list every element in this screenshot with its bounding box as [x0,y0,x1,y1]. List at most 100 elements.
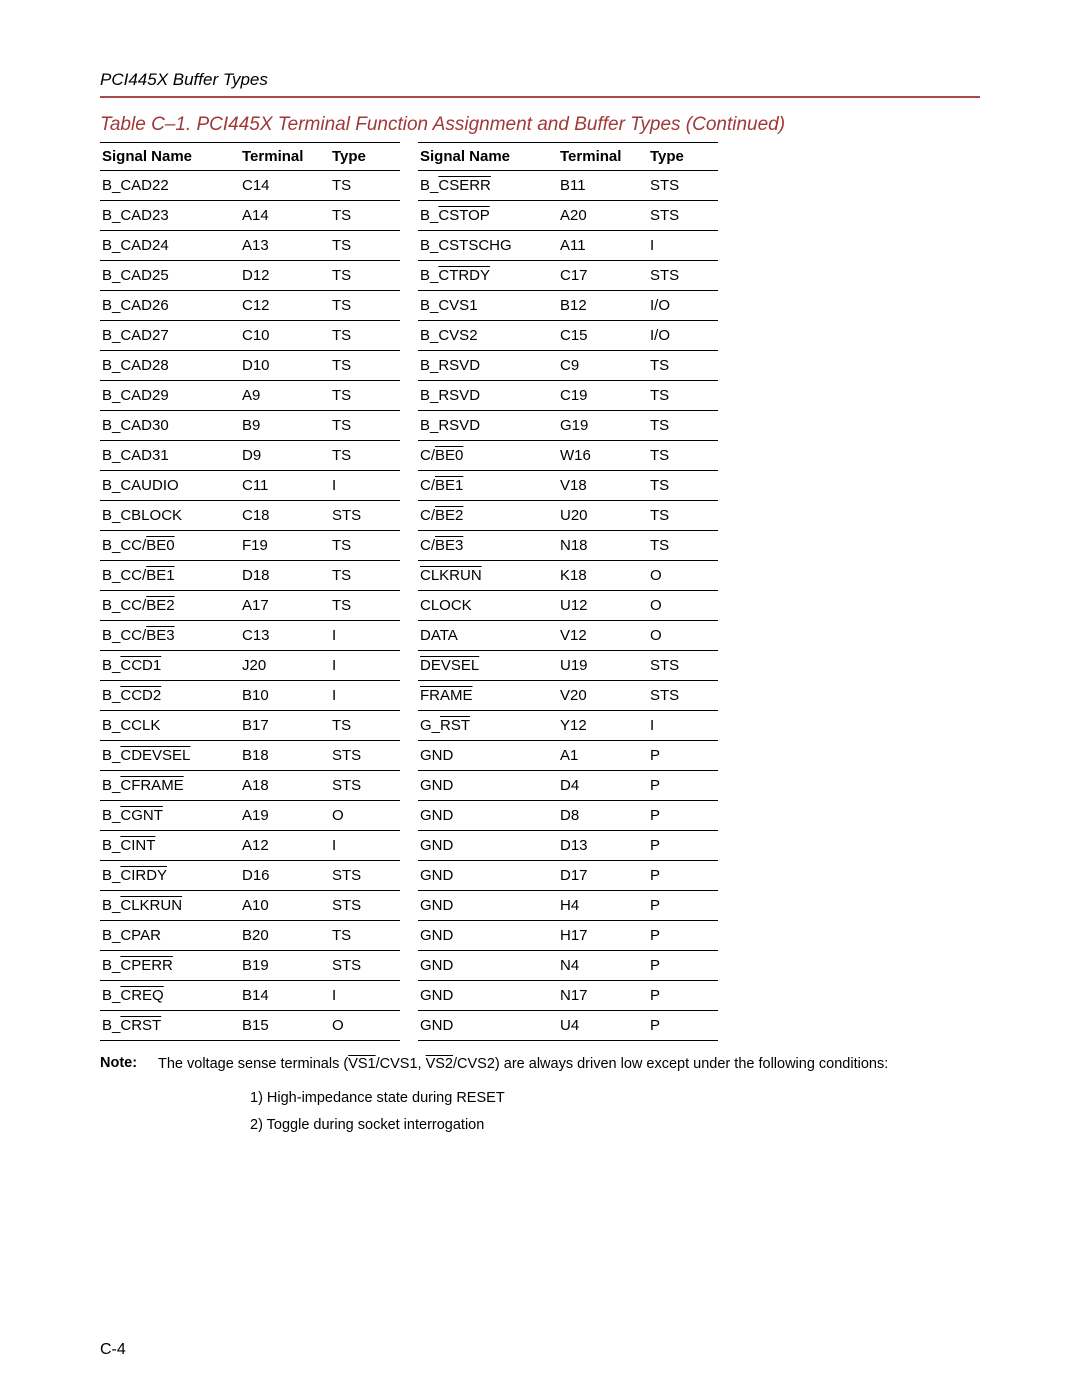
cell-signal-name: B_CLKRUN [100,891,240,921]
page-number: C-4 [100,1341,126,1359]
table-row: B_RSVDG19TS [418,411,718,441]
cell-signal-name: B_CC/BE0 [100,531,240,561]
cell-terminal: H4 [558,891,648,921]
table-row: B_CAUDIOC11I [100,471,400,501]
table-row: B_CC/BE3C13I [100,621,400,651]
cell-type: STS [330,771,400,801]
table-row: B_CSTOPA20STS [418,201,718,231]
cell-type: P [648,921,718,951]
cell-terminal: B12 [558,291,648,321]
cell-terminal: D13 [558,831,648,861]
cell-type: TS [648,411,718,441]
cell-type: O [648,561,718,591]
table-row: B_CAD29A9TS [100,381,400,411]
cell-signal-name: B_CSTSCHG [418,231,558,261]
cell-type: P [648,951,718,981]
cell-terminal: U19 [558,651,648,681]
cell-signal-name: C/BE1 [418,471,558,501]
cell-signal-name: B_CTRDY [418,261,558,291]
cell-signal-name: B_CAUDIO [100,471,240,501]
table-row: B_CCLKB17TS [100,711,400,741]
cell-type: STS [648,171,718,201]
table-row: B_CRSTB15O [100,1011,400,1041]
table-row: C/BE3N18TS [418,531,718,561]
cell-terminal: A17 [240,591,330,621]
cell-type: I [330,621,400,651]
cell-type: P [648,741,718,771]
cell-type: TS [648,531,718,561]
cell-terminal: D17 [558,861,648,891]
cell-signal-name: GND [418,921,558,951]
cell-terminal: G19 [558,411,648,441]
cell-signal-name: GND [418,771,558,801]
cell-terminal: D10 [240,351,330,381]
cell-terminal: C9 [558,351,648,381]
table-row: B_CVS1B12I/O [418,291,718,321]
cell-type: STS [330,891,400,921]
table-row: B_CBLOCKC18STS [100,501,400,531]
cell-type: STS [648,201,718,231]
cell-terminal: C14 [240,171,330,201]
cell-terminal: B14 [240,981,330,1011]
cell-type: P [648,801,718,831]
col-type: Type [330,143,400,171]
cell-type: TS [330,561,400,591]
table-row: B_CGNTA19O [100,801,400,831]
cell-signal-name: B_CSTOP [418,201,558,231]
cell-signal-name: B_RSVD [418,411,558,441]
cell-type: O [330,801,400,831]
cell-signal-name: GND [418,1011,558,1041]
table-row: B_CTRDYC17STS [418,261,718,291]
table-row: C/BE2U20TS [418,501,718,531]
cell-signal-name: GND [418,981,558,1011]
cell-terminal: A13 [240,231,330,261]
cell-terminal: A10 [240,891,330,921]
table-row: B_RSVDC9TS [418,351,718,381]
col-terminal: Terminal [558,143,648,171]
cell-type: TS [330,291,400,321]
cell-signal-name: B_CSERR [418,171,558,201]
cell-terminal: F19 [240,531,330,561]
cell-terminal: C12 [240,291,330,321]
cell-signal-name: FRAME [418,681,558,711]
table-row: B_CC/BE1D18TS [100,561,400,591]
table-row: B_RSVDC19TS [418,381,718,411]
cell-type: STS [330,951,400,981]
cell-type: STS [648,261,718,291]
note-label: Note: [100,1055,146,1075]
cell-signal-name: GND [418,951,558,981]
cell-signal-name: DATA [418,621,558,651]
cell-type: STS [648,651,718,681]
table-header-row: Signal Name Terminal Type [418,143,718,171]
cell-terminal: A11 [558,231,648,261]
table-row: B_CCD1J20I [100,651,400,681]
cell-type: TS [330,351,400,381]
cell-signal-name: B_CAD26 [100,291,240,321]
cell-type: TS [330,921,400,951]
table-row: B_CAD26C12TS [100,291,400,321]
cell-type: I/O [648,291,718,321]
cell-signal-name: B_RSVD [418,351,558,381]
col-signal-name: Signal Name [100,143,240,171]
table-row: B_CREQB14I [100,981,400,1011]
cell-signal-name: B_CCD1 [100,651,240,681]
cell-signal-name: B_CVS1 [418,291,558,321]
cell-type: STS [648,681,718,711]
cell-terminal: A18 [240,771,330,801]
table-row: G_RSTY12I [418,711,718,741]
cell-signal-name: B_CVS2 [418,321,558,351]
table-row: B_CAD24A13TS [100,231,400,261]
table-row: GNDD13P [418,831,718,861]
cell-signal-name: G_RST [418,711,558,741]
cell-signal-name: B_CPAR [100,921,240,951]
table-row: B_CINTA12I [100,831,400,861]
cell-terminal: W16 [558,441,648,471]
running-head: PCI445X Buffer Types [100,70,980,98]
cell-terminal: C11 [240,471,330,501]
table-body-right: B_CSERRB11STSB_CSTOPA20STSB_CSTSCHGA11IB… [418,171,718,1041]
cell-signal-name: B_CIRDY [100,861,240,891]
table-row: B_CLKRUNA10STS [100,891,400,921]
cell-terminal: U20 [558,501,648,531]
cell-terminal: A19 [240,801,330,831]
cell-terminal: D4 [558,771,648,801]
